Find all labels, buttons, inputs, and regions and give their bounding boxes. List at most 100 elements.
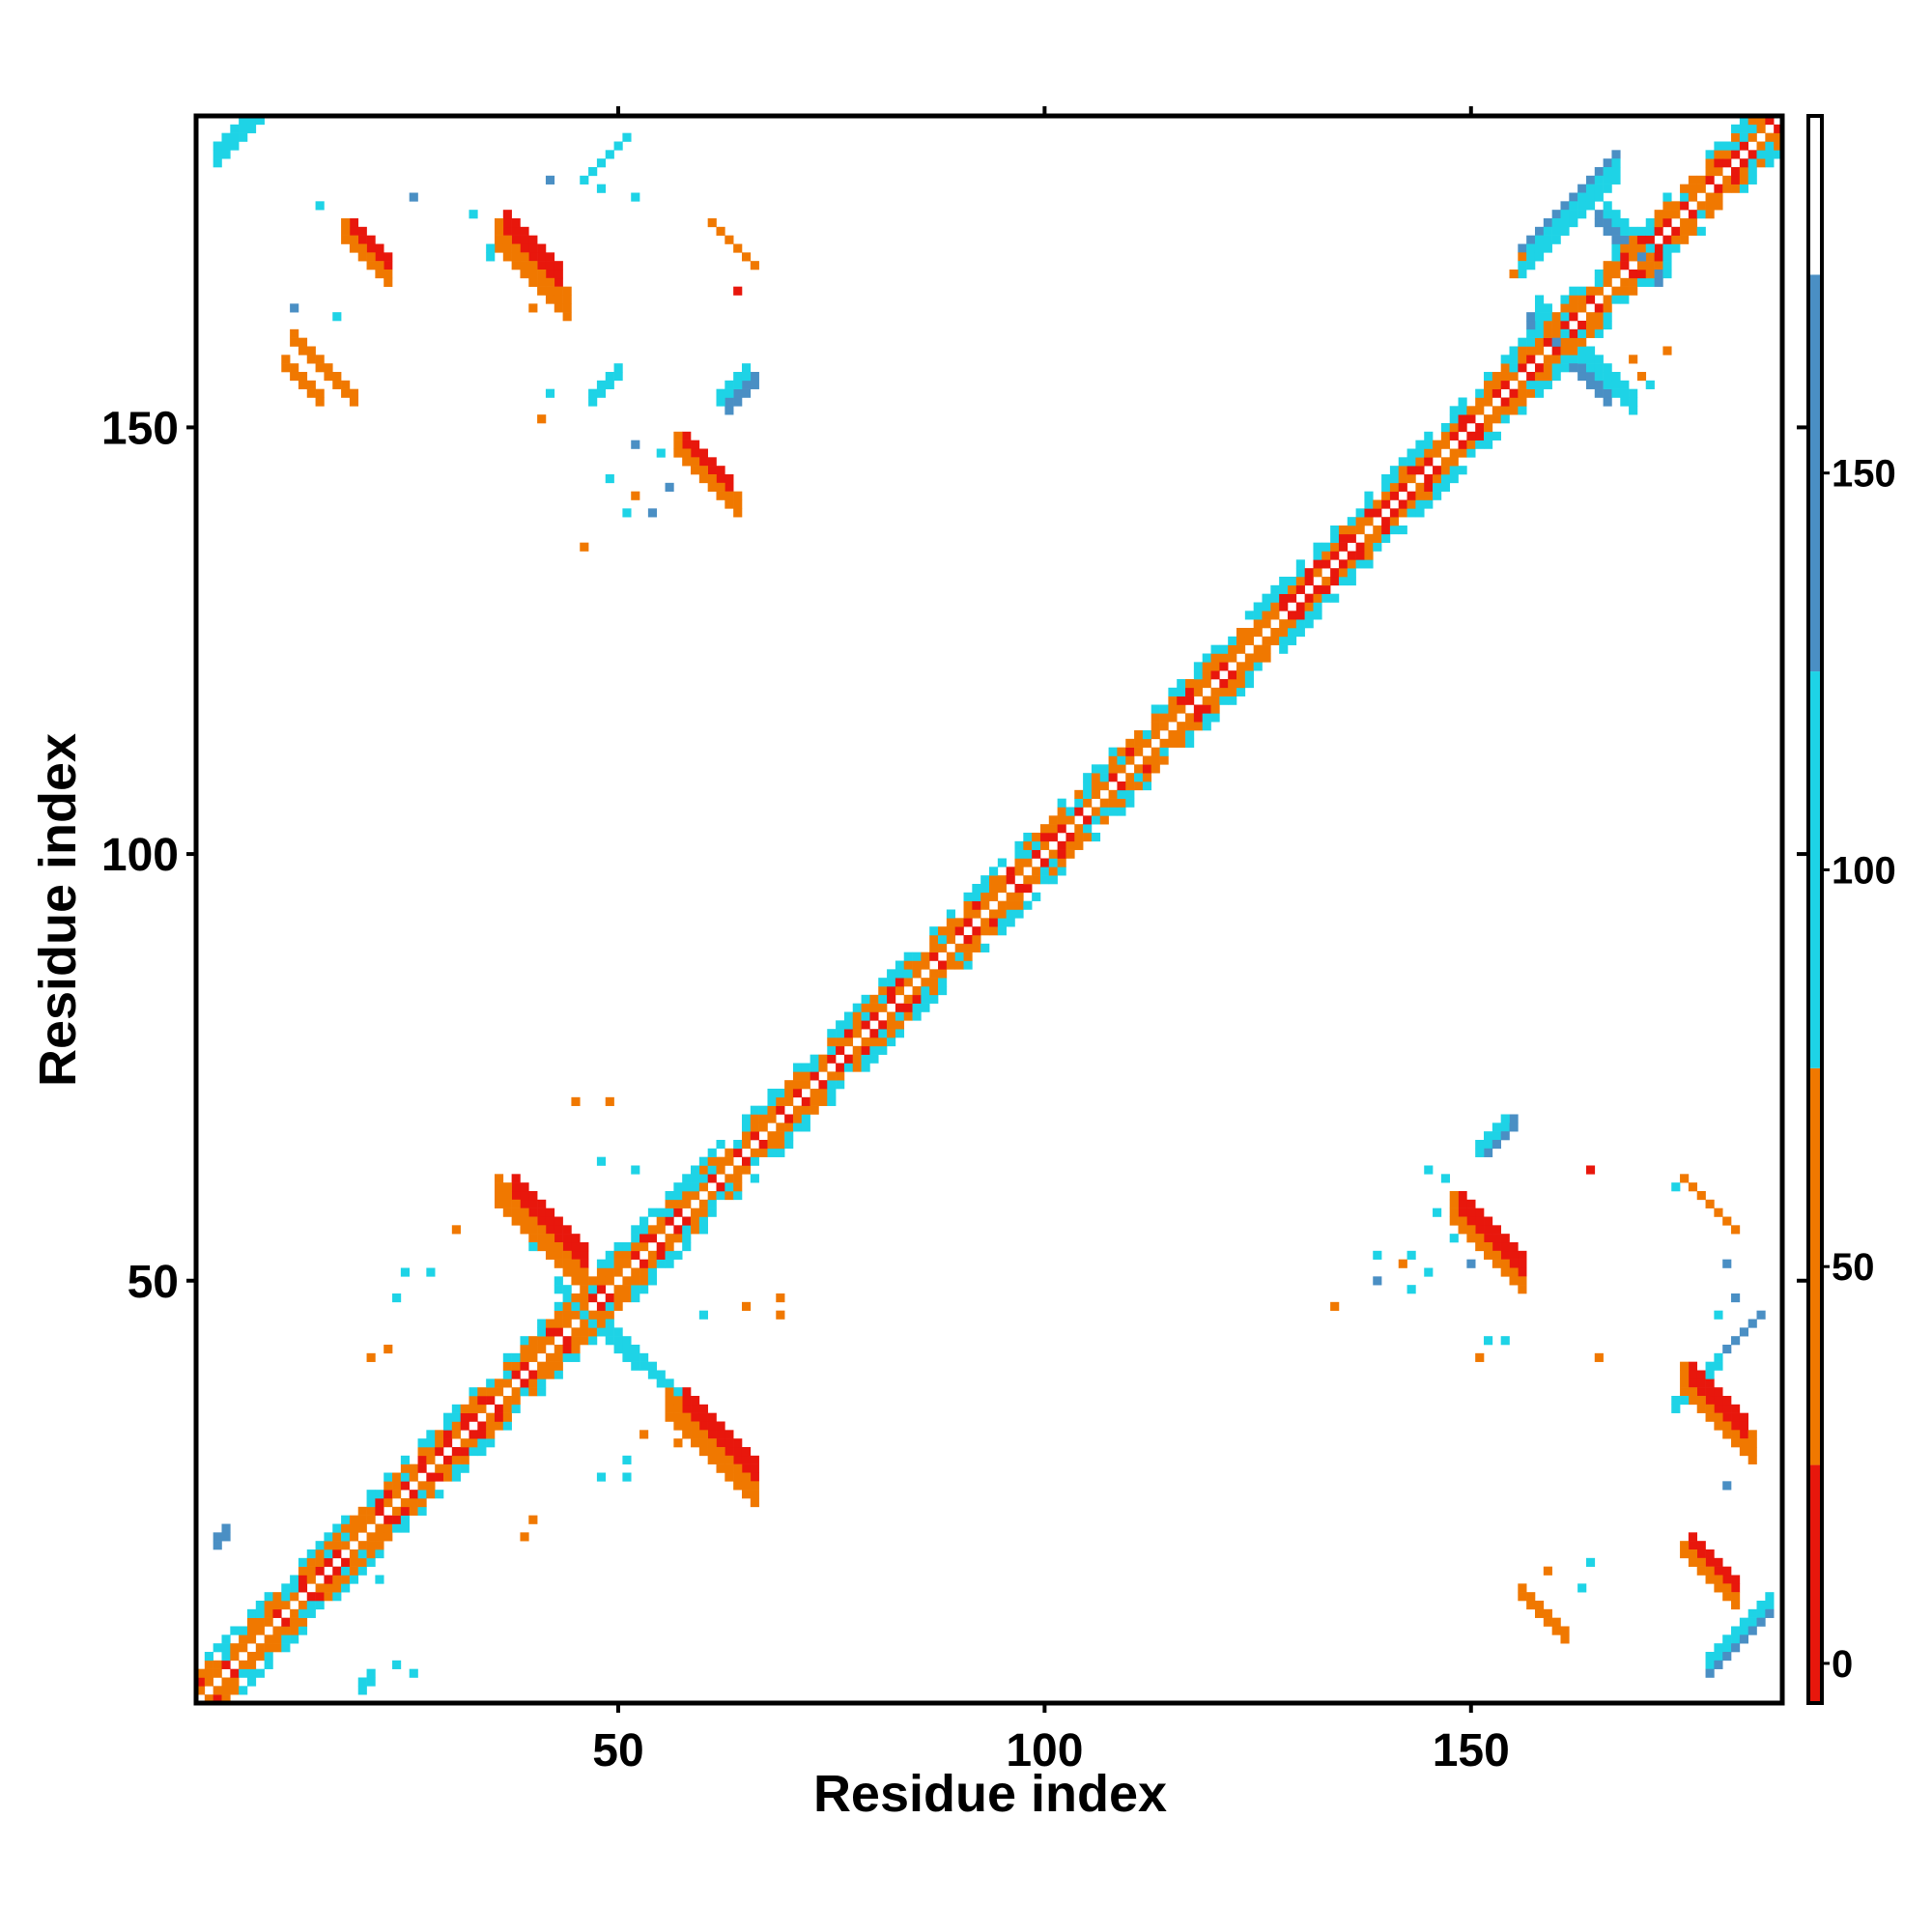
- heatmap-cell: [1680, 192, 1690, 202]
- heatmap-cell: [767, 1089, 777, 1098]
- heatmap-cell: [246, 1660, 257, 1669]
- heatmap-cell: [1645, 235, 1655, 244]
- heatmap-cell: [341, 1532, 351, 1542]
- heatmap-cell: [1731, 1404, 1741, 1413]
- heatmap-cell: [622, 1472, 632, 1482]
- heatmap-cell: [1381, 482, 1391, 492]
- heatmap-cell: [801, 1063, 810, 1072]
- heatmap-cell: [357, 1549, 367, 1559]
- heatmap-cell: [230, 124, 240, 133]
- heatmap-cell: [554, 1370, 563, 1379]
- heatmap-cell: [204, 1652, 213, 1662]
- heatmap-cell: [221, 1677, 231, 1687]
- heatmap-cell: [400, 1267, 410, 1277]
- heatmap-cell: [1185, 738, 1195, 748]
- heatmap-cell: [972, 935, 981, 945]
- heatmap-cell: [605, 1267, 614, 1277]
- heatmap-cell: [673, 1421, 683, 1431]
- heatmap-cell: [469, 1430, 478, 1439]
- heatmap-cell: [912, 994, 922, 1004]
- heatmap-cell: [843, 1020, 854, 1030]
- heatmap-cell: [1705, 1396, 1715, 1406]
- heatmap-cell: [639, 1276, 649, 1286]
- heatmap-cell: [1083, 798, 1093, 808]
- heatmap-cell: [1406, 1285, 1416, 1294]
- heatmap-cell: [1731, 1421, 1741, 1431]
- heatmap-cell: [827, 1089, 837, 1098]
- heatmap-cell: [469, 1387, 478, 1397]
- heatmap-cell: [562, 1285, 572, 1294]
- heatmap-cell: [954, 943, 964, 952]
- heatmap-cell: [417, 1490, 427, 1499]
- heatmap-cell: [1484, 1216, 1493, 1226]
- heatmap-cell: [1560, 312, 1570, 322]
- heatmap-cell: [1577, 303, 1587, 313]
- heatmap-cell: [1262, 611, 1271, 620]
- heatmap-cell: [1458, 1208, 1467, 1217]
- heatmap-cell: [1313, 584, 1322, 594]
- heatmap-cell: [1551, 328, 1561, 338]
- heatmap-cell: [384, 1345, 393, 1354]
- heatmap-cell: [903, 994, 913, 1004]
- heatmap-cell: [196, 1668, 206, 1678]
- heatmap-cell: [1518, 1267, 1527, 1277]
- heatmap-cell: [1330, 577, 1340, 586]
- heatmap-cell: [332, 1575, 342, 1584]
- heatmap-cell: [460, 1463, 469, 1473]
- heatmap-cell: [494, 1191, 504, 1201]
- heatmap-cell: [784, 1140, 794, 1150]
- heatmap-cell: [1765, 1608, 1775, 1618]
- heatmap-cell: [1560, 201, 1570, 211]
- heatmap-cell: [647, 1208, 658, 1217]
- heatmap-cell: [349, 226, 359, 236]
- heatmap-cell: [1747, 1608, 1757, 1618]
- heatmap-cell: [477, 1447, 487, 1457]
- heatmap-cell: [1714, 1361, 1723, 1371]
- heatmap-cell: [435, 1438, 444, 1448]
- heatmap-cell: [605, 1327, 614, 1337]
- heatmap-cell: [1236, 644, 1246, 654]
- heatmap-cell: [1398, 1259, 1407, 1268]
- heatmap-cell: [878, 1045, 888, 1055]
- heatmap-cell: [1381, 499, 1391, 509]
- heatmap-cell: [366, 1668, 376, 1678]
- heatmap-cell: [1295, 602, 1305, 611]
- heatmap-cell: [776, 1089, 785, 1098]
- heatmap-cell: [836, 1029, 845, 1038]
- heatmap-cell: [357, 226, 367, 236]
- heatmap-cell: [1228, 653, 1237, 663]
- heatmap-cell: [1287, 577, 1297, 586]
- heatmap-cell: [341, 1575, 351, 1584]
- heatmap-cell: [1458, 1225, 1467, 1235]
- heatmap-cell: [1518, 397, 1527, 407]
- heatmap-cell: [1364, 551, 1374, 560]
- heatmap-cell: [349, 243, 359, 253]
- heatmap-cell: [1585, 1557, 1596, 1567]
- heatmap-cell: [836, 1080, 845, 1090]
- heatmap-cell: [912, 969, 922, 979]
- heatmap-cell: [656, 1225, 666, 1235]
- heatmap-cell: [1500, 1234, 1510, 1243]
- heatmap-cell: [912, 952, 922, 961]
- heatmap-cell: [366, 261, 376, 270]
- heatmap-cell: [409, 1668, 418, 1678]
- heatmap-cell: [537, 1387, 547, 1397]
- heatmap-cell: [545, 1361, 555, 1371]
- heatmap-cell: [1577, 328, 1587, 338]
- heatmap-cell: [494, 1182, 504, 1192]
- heatmap-cell: [554, 270, 563, 279]
- heatmap-cell: [1543, 321, 1552, 330]
- heatmap-cell: [1722, 175, 1732, 185]
- heatmap-cell: [1415, 466, 1425, 475]
- heatmap-cell: [1739, 184, 1748, 193]
- heatmap-cell: [1117, 747, 1126, 756]
- heatmap-cell: [631, 1225, 640, 1235]
- heatmap-cell: [443, 1472, 453, 1482]
- heatmap-cell: [997, 858, 1007, 867]
- heatmap-cell: [528, 303, 538, 313]
- heatmap-cell: [1747, 1438, 1757, 1448]
- heatmap-cell: [554, 1259, 563, 1268]
- heatmap-cell: [545, 295, 555, 304]
- heatmap-cell: [520, 270, 529, 279]
- heatmap-cell: [605, 474, 614, 484]
